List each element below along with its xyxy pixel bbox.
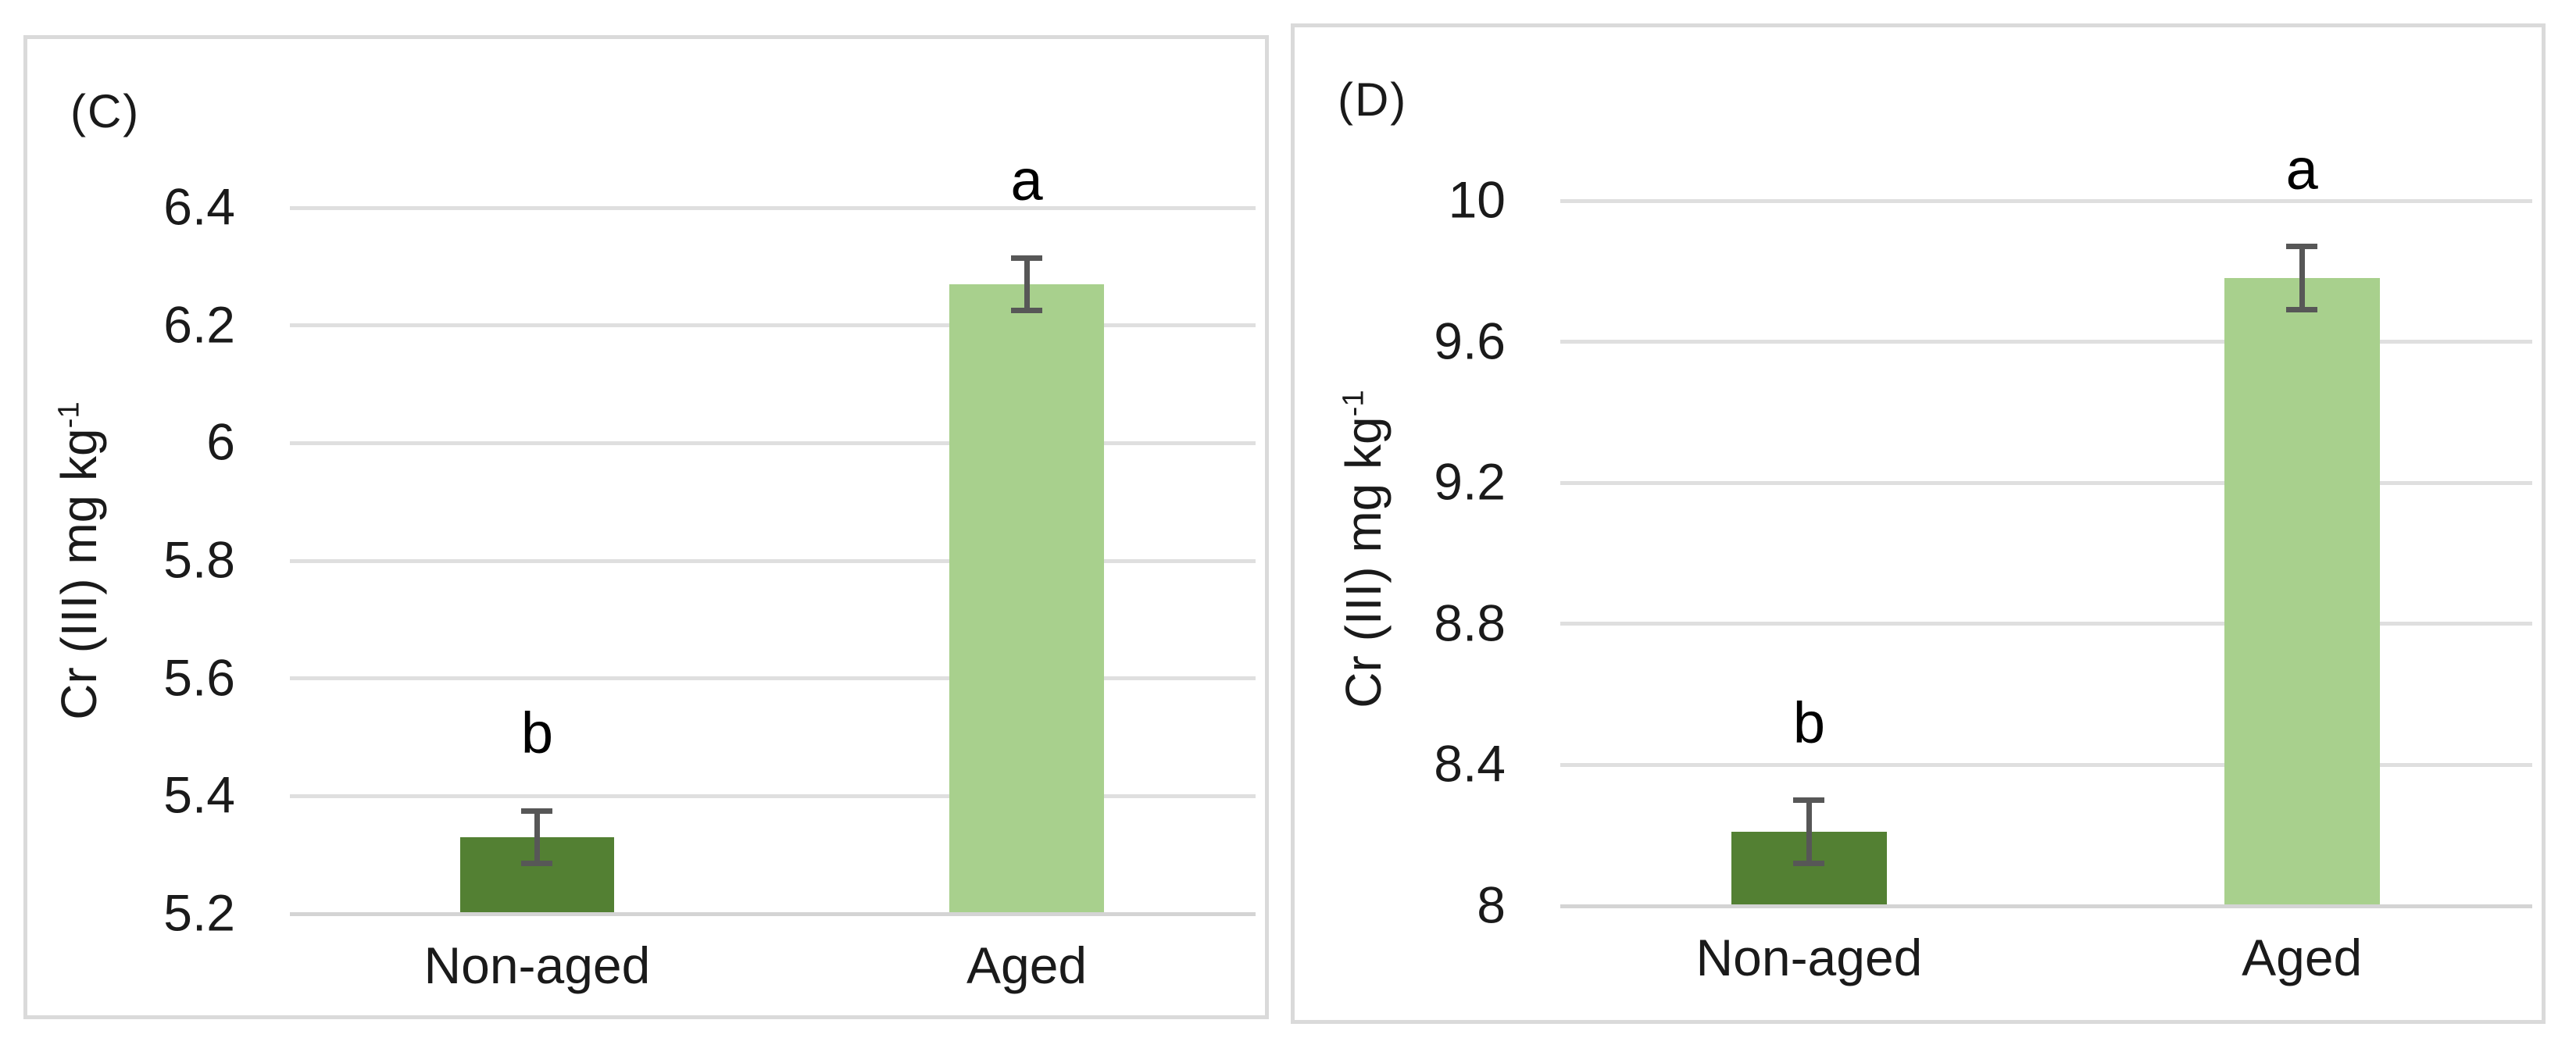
y-tick-label: 9.6 [1434,312,1506,370]
gridline [290,676,1256,681]
gridline [290,205,1256,210]
x-axis-line [290,911,1256,916]
error-bar-bottom-cap [2286,307,2318,313]
y-tick-label: 8.4 [1434,734,1506,793]
error-bar-top-cap [521,808,553,814]
plot-area-c: 5.2 5.4 5.6 5.8 6 6.2 6.4 b Non-aged a Aged [163,152,1256,994]
chart-panel-c: (C) Cr (III) mg kg-1 5.2 5.4 5.6 5.8 6 6.2 6.4… [23,35,1269,1019]
significance-letter-non-aged: b [520,701,553,766]
error-bar [2299,246,2305,310]
gridline [1560,480,2532,485]
x-category-label-non-aged: Non-aged [1695,929,1923,986]
gridline [290,793,1256,798]
y-tick-label: 10 [1448,170,1506,229]
gridline [290,323,1256,328]
y-tick-label: 9.2 [1434,452,1506,511]
error-bar [1024,258,1030,311]
y-tick-label: 8.8 [1434,594,1506,652]
error-bar-bottom-cap [1793,861,1825,867]
significance-letter-aged: a [2285,136,2318,201]
x-axis-line [1560,904,2532,908]
y-tick-label: 5.6 [163,648,235,707]
gridline [1560,198,2532,203]
y-tick-label: 6.2 [163,295,235,354]
y-tick-label: 8 [1477,875,1506,934]
y-axis-title-exponent: -1 [1336,390,1370,417]
error-bar [1806,800,1812,864]
y-tick-label: 6 [206,412,235,471]
y-tick-label: 6.4 [163,177,235,236]
gridline [1560,340,2532,344]
error-bar-top-cap [1793,797,1825,804]
bar-aged [2224,278,2380,904]
x-category-label-aged: Aged [2242,929,2363,986]
panel-label-d: (D) [1338,73,1408,126]
error-bar [534,811,540,864]
error-bar-bottom-cap [1011,308,1043,314]
significance-letter-aged: a [1010,148,1043,213]
gridline [1560,622,2532,626]
significance-letter-non-aged: b [1792,690,1826,755]
y-axis-title-text: Cr (III) mg kg [51,428,107,720]
x-category-label-aged: Aged [966,936,1088,994]
y-tick-label: 5.2 [163,883,235,942]
plot-area-d: 8 8.4 8.8 9.2 9.6 10 b Non-aged a Aged [1434,140,2532,986]
y-axis-title-exponent: -1 [52,401,86,429]
x-category-label-non-aged: Non-aged [423,936,651,994]
gridline [290,440,1256,445]
gridline [290,558,1256,563]
y-tick-label: 5.8 [163,530,235,589]
chart-panel-d: (D) Cr (III) mg kg-1 8 8.4 8.8 9.2 9.6 10 b Non… [1291,23,2546,1024]
panel-label-c: (C) [70,85,141,137]
y-axis-title: Cr (III) mg kg-1 [50,401,108,719]
error-bar-top-cap [1011,255,1043,261]
gridline [1560,762,2532,767]
error-bar-top-cap [2286,244,2318,250]
y-tick-label: 5.4 [163,765,235,824]
error-bar-bottom-cap [521,861,553,867]
y-axis-title: Cr (III) mg kg-1 [1334,390,1392,708]
bar-aged [949,284,1104,912]
